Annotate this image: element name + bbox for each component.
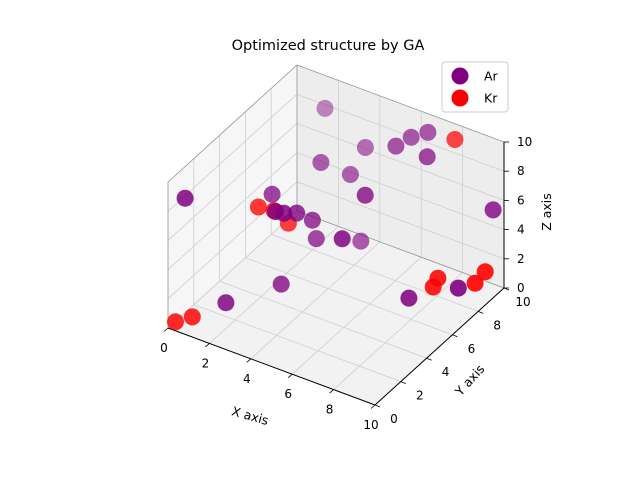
data-point-ar: [316, 99, 334, 117]
back-pane: [297, 65, 504, 288]
z-tick-label: 0: [517, 281, 525, 295]
data-point-ar: [333, 230, 351, 248]
x-tick-mark: [163, 327, 169, 332]
axis-panes: [168, 65, 504, 405]
data-point-ar: [449, 279, 467, 297]
data-point-ar: [484, 201, 502, 219]
legend: Ar Kr: [441, 61, 509, 113]
data-point-ar: [400, 289, 418, 307]
data-point-ar: [303, 211, 321, 229]
z-tick-label: 10: [517, 135, 532, 149]
data-point-ar: [352, 232, 370, 250]
y-tick-mark: [452, 334, 458, 338]
z-axis-label: Z axis: [539, 193, 554, 231]
x-tick-mark: [246, 358, 252, 363]
chart-title: Optimized structure by GA: [232, 38, 425, 54]
axis-lines: [167, 64, 505, 406]
grid-line-y-floor: [271, 234, 479, 312]
data-point-ar: [217, 294, 235, 312]
data-point-ar: [356, 186, 374, 204]
legend-box: [441, 61, 509, 113]
data-point-kr: [446, 131, 464, 148]
y-tick-mark: [426, 357, 432, 361]
legend-label-ar: Ar: [484, 69, 499, 84]
left-pane: [168, 65, 297, 328]
x-tick-label: 6: [284, 387, 292, 401]
y-tick-label: 0: [390, 412, 398, 426]
data-point-ar: [356, 139, 374, 156]
data-point-ar: [402, 128, 420, 146]
data-point-ar: [307, 230, 325, 248]
grid-line-z-back: [296, 93, 505, 172]
data-point-kr: [167, 313, 184, 331]
z-tick-label: 6: [517, 193, 525, 207]
data-point-kr: [183, 308, 201, 326]
y-tick-label: 8: [493, 318, 501, 332]
grid-line-x-floor: [333, 272, 463, 390]
x-tick-label: 2: [202, 356, 210, 370]
legend-marker-kr: [451, 89, 469, 107]
pane-edge: [296, 64, 505, 143]
grid-line-y-floor: [219, 280, 427, 359]
pane-edge: [167, 64, 298, 183]
y-tick-label: 10: [515, 295, 530, 309]
data-point-kr: [476, 263, 494, 281]
grid-line-z-back: [296, 123, 505, 201]
x-tick-mark: [370, 404, 376, 409]
grid-line-x-floor: [250, 241, 381, 360]
y-tick-label: 2: [416, 389, 424, 403]
x-axis-line: [167, 327, 376, 406]
z-tick-label: 2: [517, 252, 525, 266]
data-point-kr: [424, 278, 442, 296]
grid-line-z-back: [296, 181, 505, 260]
grid-line-y-floor: [245, 257, 453, 336]
data-point-ar: [288, 204, 306, 222]
data-point-ar: [418, 148, 436, 166]
x-tick-mark: [329, 389, 334, 394]
grid-line-z-left: [167, 123, 298, 241]
data-point-ar: [419, 123, 437, 141]
y-tick-mark: [374, 404, 381, 408]
data-point-kr: [249, 198, 267, 216]
z-tick-label: 8: [517, 164, 525, 178]
grid-line-y-floor: [193, 304, 401, 382]
y-tick-mark: [478, 311, 484, 314]
floor-pane: [168, 211, 504, 405]
y-tick-mark: [400, 381, 406, 384]
grid-line-x-floor: [291, 256, 422, 375]
data-point-ar: [275, 204, 293, 222]
z-tick-label: 4: [517, 223, 525, 237]
data-point-ar: [312, 154, 330, 171]
x-tick-mark: [287, 373, 293, 379]
y-tick-label: 4: [442, 365, 450, 379]
grid-line-z-back: [296, 152, 505, 230]
x-tick-label: 8: [326, 403, 334, 417]
data-point-ar: [263, 185, 281, 203]
x-tick-mark: [205, 343, 210, 348]
pane-edge: [296, 210, 505, 289]
y-axis-line: [374, 287, 505, 406]
legend-label-kr: Kr: [484, 91, 498, 106]
y-tick-label: 6: [468, 342, 476, 356]
grid-line-z-left: [167, 152, 298, 270]
x-tick-label: 4: [243, 372, 251, 386]
data-point-kr: [466, 274, 484, 292]
data-point-ar: [387, 137, 405, 155]
data-point-ar: [341, 166, 359, 183]
x-tick-label: 10: [363, 418, 378, 432]
data-point-ar: [176, 189, 194, 207]
x-tick-label: 0: [160, 341, 168, 355]
data-points: [167, 99, 502, 331]
data-point-ar: [272, 275, 290, 293]
grid-line-z-left: [167, 210, 298, 329]
legend-marker-ar: [451, 67, 469, 85]
